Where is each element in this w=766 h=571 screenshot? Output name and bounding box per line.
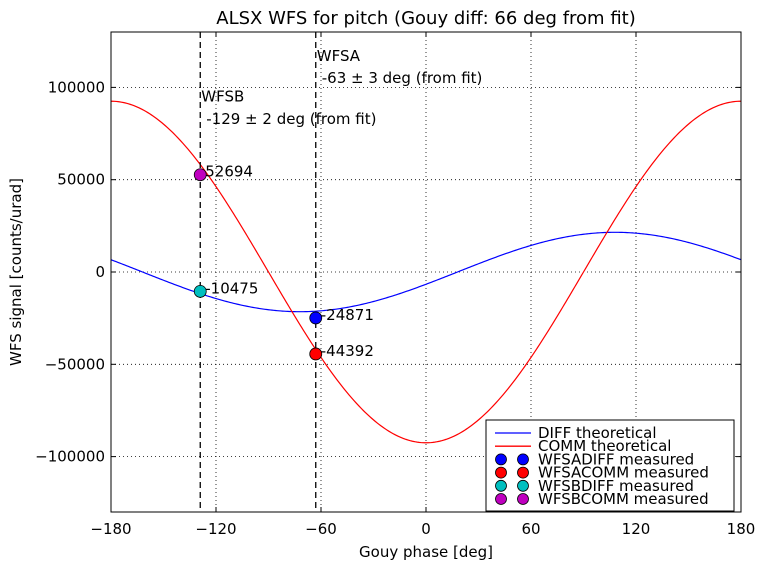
x-tick-label: 120: [622, 520, 651, 538]
legend-marker-swatch: [495, 453, 507, 466]
y-tick-label: −100000: [35, 448, 105, 466]
y-tick-label: −50000: [45, 355, 105, 373]
chart-title: ALSX WFS for pitch (Gouy diff: 66 deg fr…: [216, 8, 635, 29]
legend-marker-swatch: [517, 493, 529, 505]
data-point: [309, 347, 323, 361]
vertical-marker-label: -129 ± 2 deg (from fit): [206, 110, 376, 128]
legend-label: WFSBDIFF measured: [538, 477, 694, 495]
x-tick-label: −120: [195, 520, 236, 538]
legend-marker-swatch: [517, 453, 529, 466]
series-line: [110, 100, 742, 444]
data-label: -44392: [321, 342, 374, 360]
ticks: −180 −120 −60 0 60 120 180 −100000 −50000 0 50000 1…: [35, 32, 755, 538]
data-point: [193, 168, 207, 182]
y-tick-label: 50000: [57, 171, 105, 189]
legend-label: DIFF theoretical: [538, 424, 657, 442]
vertical-marker-label: WFSB: [201, 88, 244, 106]
x-tick-label: −60: [305, 520, 337, 538]
legend-marker-swatch: [495, 493, 507, 505]
data-label: 52694: [205, 163, 253, 181]
legend-marker-swatch: [517, 479, 529, 492]
data-point: [193, 284, 207, 298]
vertical-lines: WFSB -129 ± 2 deg (from fit) WFSA -63 ± 3 d…: [199, 32, 483, 512]
legend-marker-swatch: [517, 466, 529, 479]
data-point: [309, 311, 323, 325]
vertical-marker-label: -63 ± 3 deg (from fit): [322, 69, 483, 87]
legend-marker-swatch: [495, 479, 507, 492]
legend-label: WFSBCOMM measured: [538, 490, 709, 508]
y-tick-label: 100000: [48, 78, 105, 96]
measured-points: -24871 -44392 -10475 52694: [193, 163, 374, 361]
series-line: [110, 231, 742, 313]
curves: [110, 100, 742, 444]
data-label: -24871: [321, 306, 374, 324]
x-tick-label: −180: [90, 520, 131, 538]
y-tick-label: 0: [95, 263, 105, 281]
x-tick-label: 180: [727, 520, 756, 538]
x-tick-label: 60: [521, 520, 540, 538]
legend-label: WFSADIFF measured: [538, 450, 694, 468]
data-label: -10475: [205, 279, 258, 297]
legend-label: COMM theoretical: [538, 437, 671, 455]
x-axis-label: Gouy phase [deg]: [359, 543, 493, 561]
x-tick-label: 0: [421, 520, 431, 538]
legend-label: WFSACOMM measured: [538, 464, 709, 482]
legend-marker-swatch: [495, 466, 507, 479]
vertical-marker-label: WFSA: [317, 47, 361, 65]
y-axis-label: WFS signal [counts/urad]: [7, 178, 25, 366]
